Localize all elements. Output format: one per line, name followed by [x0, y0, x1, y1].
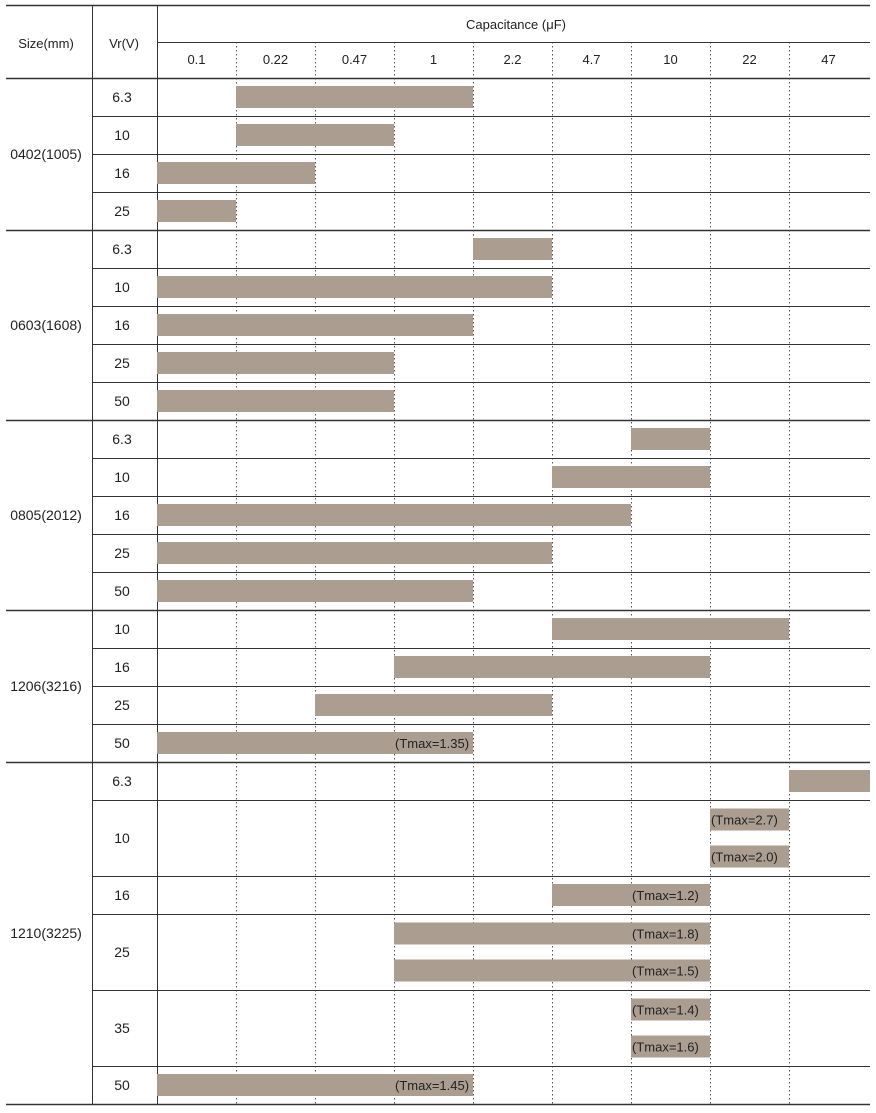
size-column-header: Size(mm) — [18, 36, 74, 51]
vr-label: 6.3 — [112, 431, 132, 447]
size-label: 0402(1005) — [10, 146, 82, 162]
capacitance-range-bar — [157, 1074, 473, 1096]
capacitance-range-bar — [157, 162, 315, 184]
vr-label: 25 — [114, 355, 130, 371]
vr-label: 25 — [114, 203, 130, 219]
tmax-label-box — [632, 922, 709, 945]
tmax-label-box — [632, 959, 709, 982]
capacitance-tick-label: 1 — [430, 52, 437, 67]
tmax-label-box — [711, 808, 788, 831]
capacitance-range-bar — [157, 504, 631, 526]
vr-label: 16 — [114, 887, 130, 903]
vr-label: 6.3 — [112, 89, 132, 105]
capacitance-tick-label: 0.47 — [342, 52, 367, 67]
capacitance-tick-label: 4.7 — [582, 52, 600, 67]
vr-label: 25 — [114, 545, 130, 561]
size-label: 1206(3216) — [10, 678, 82, 694]
vr-label: 10 — [114, 830, 130, 846]
size-label: 0805(2012) — [10, 507, 82, 523]
capacitance-tick-label: 0.1 — [187, 52, 205, 67]
capacitance-tick-label: 10 — [663, 52, 677, 67]
capacitance-range-bar — [157, 352, 394, 374]
tmax-label-box — [711, 845, 788, 868]
vr-label: 50 — [114, 1077, 130, 1093]
capacitance-range-bar — [157, 314, 473, 336]
capacitance-header: Capacitance (μF) — [466, 17, 566, 32]
capacitance-range-bar — [552, 618, 789, 640]
vr-label: 10 — [114, 127, 130, 143]
tmax-label-box — [395, 1074, 472, 1096]
tmax-label-box — [632, 1035, 709, 1058]
tmax-label-box — [395, 732, 472, 754]
capacitance-tick-label: 47 — [821, 52, 835, 67]
vr-label: 10 — [114, 279, 130, 295]
grid-layer — [6, 4, 870, 1106]
vr-label: 6.3 — [112, 773, 132, 789]
tmax-label-box — [632, 884, 709, 906]
vr-label: 50 — [114, 393, 130, 409]
text-layer: Size(mm) Vr(V) Capacitance (μF) 0.1 0.22 0… — [10, 17, 836, 1093]
vr-label: 16 — [114, 659, 130, 675]
vr-label: 16 — [114, 507, 130, 523]
vr-label: 16 — [114, 317, 130, 333]
capacitance-tick-label: 0.22 — [263, 52, 288, 67]
vr-label: 25 — [114, 697, 130, 713]
capacitance-range-bar — [394, 656, 710, 678]
size-label: 1210(3225) — [10, 925, 82, 941]
vr-label: 50 — [114, 583, 130, 599]
vr-label: 6.3 — [112, 241, 132, 257]
capacitance-range-bar — [157, 542, 552, 564]
capacitance-range-bar — [552, 466, 710, 488]
capacitance-tick-label: 22 — [742, 52, 756, 67]
tmax-label: (Tmax=1.5) — [632, 964, 699, 979]
tmax-label: (Tmax=2.0) — [711, 850, 778, 865]
tmax-label: (Tmax=1.35) — [395, 736, 469, 751]
tmax-label: (Tmax=2.7) — [711, 813, 778, 828]
tmax-label: (Tmax=1.4) — [632, 1003, 699, 1018]
vr-label: 10 — [114, 469, 130, 485]
vr-label: 25 — [114, 944, 130, 960]
capacitance-range-bar — [394, 922, 710, 945]
capacitance-range-bar — [157, 200, 236, 222]
capacitance-range-bar — [157, 580, 473, 602]
bar-layer — [157, 86, 870, 1096]
tmax-label: (Tmax=1.8) — [632, 927, 699, 942]
vr-label: 50 — [114, 735, 130, 751]
capacitance-range-bar — [157, 732, 473, 754]
capacitance-range-bar — [394, 959, 710, 982]
tmax-label: (Tmax=1.45) — [395, 1078, 469, 1093]
vr-label: 16 — [114, 165, 130, 181]
capacitance-range-bar — [789, 770, 870, 792]
capacitance-range-bar — [157, 276, 552, 298]
size-label: 0603(1608) — [10, 317, 82, 333]
capacitance-range-bar — [473, 238, 552, 260]
vr-label: 10 — [114, 621, 130, 637]
capacitance-range-bar — [157, 390, 394, 412]
capacitance-range-bar — [315, 694, 552, 716]
vr-label: 35 — [114, 1020, 130, 1036]
capacitance-range-bar — [236, 124, 394, 146]
tmax-label: (Tmax=1.2) — [632, 888, 699, 903]
tmax-label-box — [632, 998, 709, 1021]
capacitance-range-bar — [236, 86, 473, 108]
capacitance-range-bar — [631, 428, 710, 450]
tmax-label: (Tmax=1.6) — [632, 1040, 699, 1055]
capacitance-tick-label: 2.2 — [503, 52, 521, 67]
vr-column-header: Vr(V) — [109, 36, 139, 51]
